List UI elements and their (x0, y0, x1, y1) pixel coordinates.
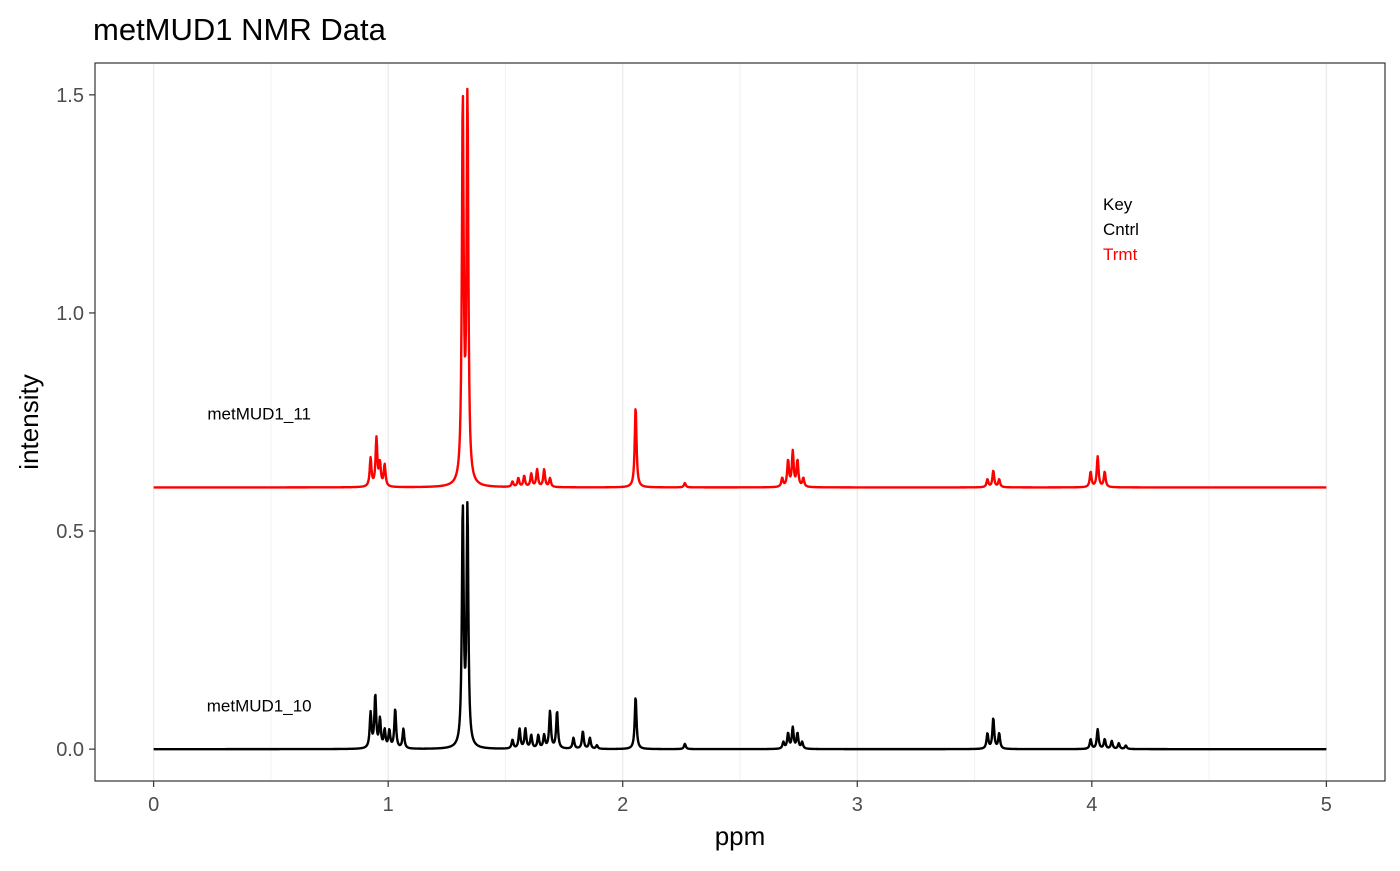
sample-labels: metMUD1_10 metMUD1_11 (207, 404, 312, 715)
x-axis-label: ppm (715, 821, 766, 851)
x-tick-label: 2 (617, 794, 628, 816)
y-tick-label: 1.5 (56, 85, 84, 107)
y-axis-label: intensity (14, 374, 44, 469)
key-entry-trmt: Trmt (1103, 245, 1138, 264)
spectrum-line-metMUD1_11 (152, 87, 1328, 489)
grid-lines (152, 63, 1328, 781)
x-tick-label: 4 (1086, 794, 1097, 816)
y-tick-label: 0.0 (56, 739, 84, 761)
axis-ticks: 0 1 2 3 4 5 0.0 0.5 1.0 1.5 (56, 85, 1332, 816)
sample-label-metMUD1_11: metMUD1_11 (207, 404, 311, 423)
x-tick-label: 3 (852, 794, 863, 816)
key-title: Key (1103, 195, 1133, 214)
sample-label-metMUD1_10: metMUD1_10 (207, 697, 312, 716)
y-tick-label: 0.5 (56, 521, 84, 543)
spectrum-line-metMUD1_10 (152, 501, 1328, 751)
y-tick-label: 1.0 (56, 303, 84, 325)
x-tick-label: 5 (1321, 794, 1332, 816)
key-annotation: Key Cntrl Trmt (1103, 195, 1139, 264)
spectra (152, 87, 1328, 751)
chart-title: metMUD1 NMR Data (93, 12, 387, 47)
key-entry-cntrl: Cntrl (1103, 220, 1139, 239)
x-tick-label: 1 (383, 794, 394, 816)
plot-panel-border (94, 62, 1386, 782)
x-tick-label: 0 (148, 794, 159, 816)
